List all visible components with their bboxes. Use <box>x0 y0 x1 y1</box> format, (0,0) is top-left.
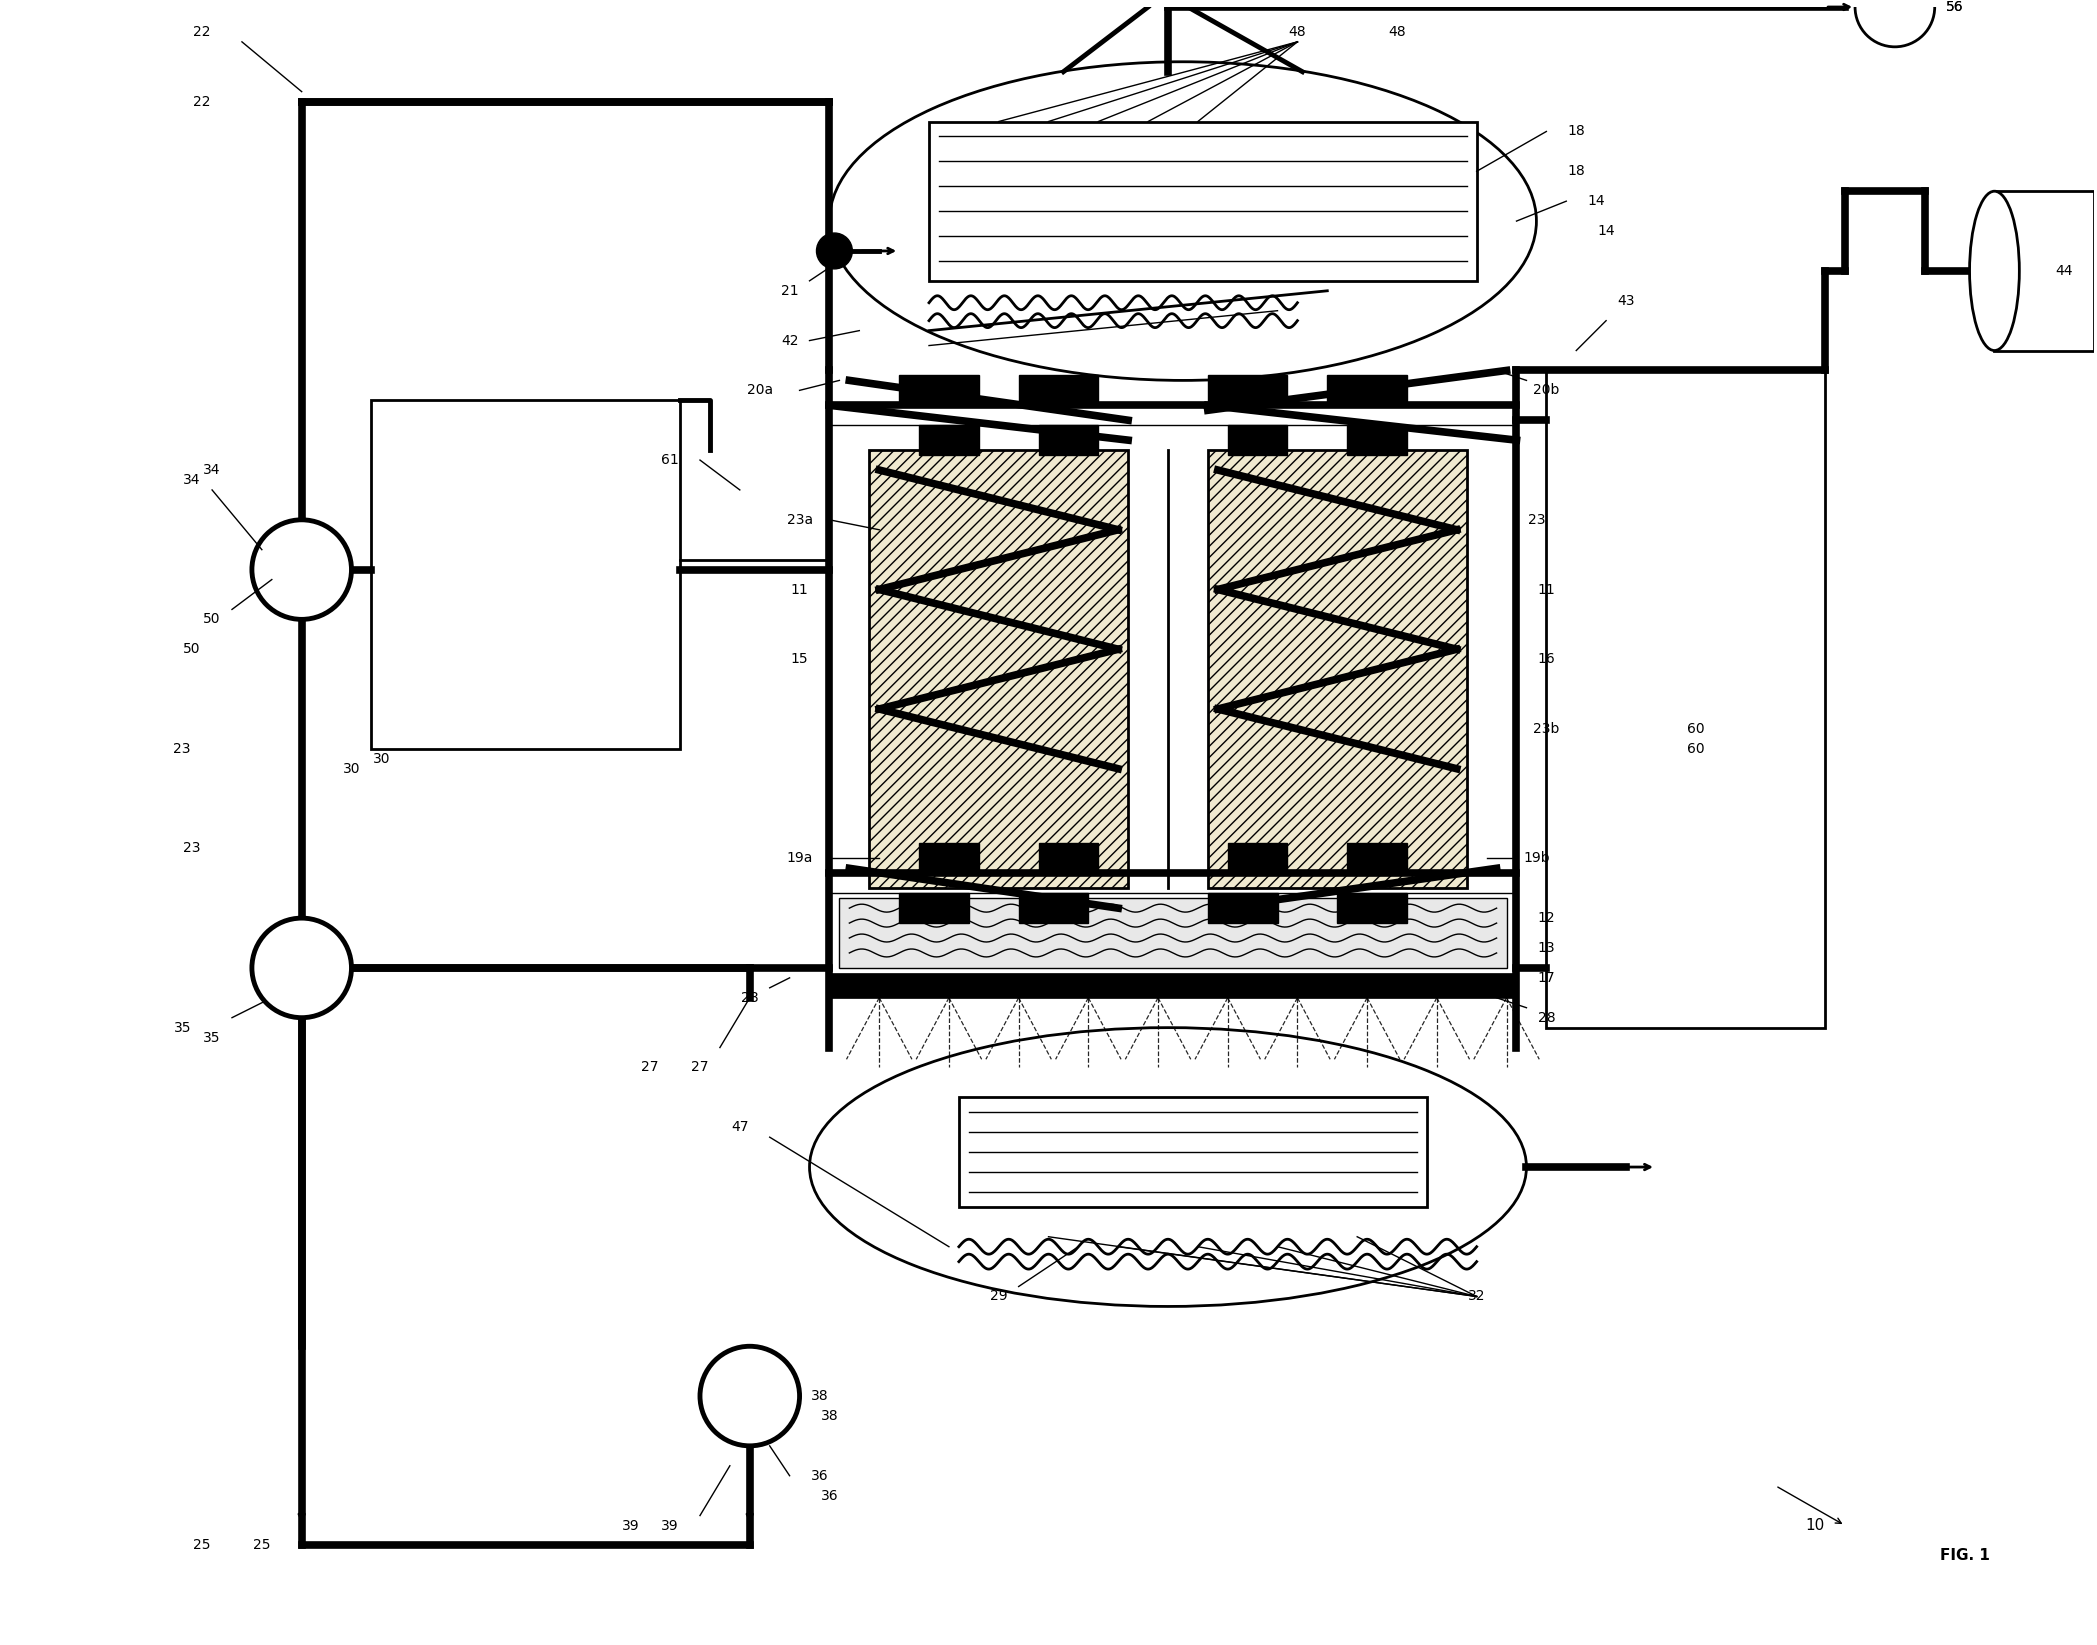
Bar <box>1338 893 1407 923</box>
Text: 19a: 19a <box>786 852 814 865</box>
Text: 18: 18 <box>1566 125 1585 138</box>
Text: 50: 50 <box>203 612 220 627</box>
Bar <box>1208 375 1288 405</box>
Bar <box>1346 844 1407 873</box>
Bar <box>830 972 1516 999</box>
Bar <box>1208 451 1466 888</box>
Bar <box>958 1097 1426 1207</box>
Text: 23: 23 <box>182 841 201 855</box>
Text: 42: 42 <box>780 334 799 347</box>
Bar <box>1019 893 1088 923</box>
Text: 27: 27 <box>642 1061 658 1074</box>
Text: 22: 22 <box>193 25 212 39</box>
Ellipse shape <box>809 1028 1527 1306</box>
Circle shape <box>252 520 352 620</box>
Text: 34: 34 <box>203 462 220 477</box>
Text: 39: 39 <box>621 1518 640 1533</box>
Circle shape <box>1856 0 1936 46</box>
Text: 48: 48 <box>1290 25 1306 39</box>
Text: 32: 32 <box>1468 1290 1485 1303</box>
Text: 25: 25 <box>193 1538 212 1553</box>
Bar <box>1208 893 1277 923</box>
Text: 56: 56 <box>1946 0 1963 15</box>
Bar <box>1545 370 1824 1028</box>
Bar <box>1038 424 1099 456</box>
Bar <box>371 400 679 748</box>
Bar <box>870 451 1128 888</box>
Text: 48: 48 <box>1388 25 1405 39</box>
Text: 36: 36 <box>812 1469 828 1482</box>
Bar <box>1019 375 1099 405</box>
Bar <box>918 844 979 873</box>
Bar <box>929 122 1476 281</box>
Text: 23a: 23a <box>786 513 814 526</box>
Text: 44: 44 <box>2055 263 2074 278</box>
Text: 22: 22 <box>193 95 212 109</box>
Ellipse shape <box>1969 191 2019 350</box>
Text: 47: 47 <box>732 1120 749 1133</box>
Text: 20a: 20a <box>747 383 774 398</box>
Text: 13: 13 <box>1537 941 1556 956</box>
Text: 12: 12 <box>1537 911 1556 924</box>
Bar <box>839 898 1506 967</box>
Text: 38: 38 <box>820 1410 839 1423</box>
Circle shape <box>816 234 851 268</box>
Text: 50: 50 <box>182 642 201 656</box>
Text: 35: 35 <box>203 1031 220 1045</box>
Text: 30: 30 <box>342 762 361 776</box>
Text: 36: 36 <box>820 1489 839 1502</box>
Circle shape <box>700 1346 799 1446</box>
Text: 23: 23 <box>1529 513 1545 526</box>
Bar <box>918 424 979 456</box>
Text: 28: 28 <box>740 990 759 1005</box>
Text: 21: 21 <box>780 285 799 298</box>
Text: 16: 16 <box>1537 651 1556 666</box>
Text: 17: 17 <box>1537 971 1556 985</box>
Text: 11: 11 <box>791 582 809 597</box>
Text: FIG. 1: FIG. 1 <box>1940 1548 1990 1563</box>
Text: 28: 28 <box>1537 1010 1556 1025</box>
Text: 61: 61 <box>661 452 679 467</box>
Text: 30: 30 <box>373 752 390 767</box>
Bar <box>900 893 969 923</box>
Bar <box>900 375 979 405</box>
Text: 14: 14 <box>1587 194 1604 209</box>
Bar <box>1227 424 1288 456</box>
Text: 15: 15 <box>791 651 807 666</box>
Text: 25: 25 <box>254 1538 271 1553</box>
Text: 43: 43 <box>1617 294 1636 308</box>
Text: 39: 39 <box>661 1518 679 1533</box>
Text: 34: 34 <box>182 474 201 487</box>
Ellipse shape <box>830 63 1537 380</box>
Text: 20b: 20b <box>1533 383 1560 398</box>
Text: 23b: 23b <box>1533 722 1560 735</box>
Text: 60: 60 <box>1686 742 1705 755</box>
Text: 18: 18 <box>1566 164 1585 178</box>
Bar <box>1994 191 2095 350</box>
Text: 19b: 19b <box>1522 852 1550 865</box>
Text: 10: 10 <box>1806 1518 1824 1533</box>
Text: 27: 27 <box>692 1061 709 1074</box>
Text: 11: 11 <box>1537 582 1556 597</box>
Text: 29: 29 <box>990 1290 1007 1303</box>
Text: 60: 60 <box>1686 722 1705 735</box>
Bar <box>1327 375 1407 405</box>
Text: 35: 35 <box>174 1020 191 1035</box>
Bar <box>1038 844 1099 873</box>
Text: 38: 38 <box>812 1388 828 1403</box>
Text: 14: 14 <box>1598 224 1615 239</box>
Bar <box>1346 424 1407 456</box>
Circle shape <box>252 918 352 1018</box>
Text: 23: 23 <box>174 742 191 755</box>
Bar <box>1227 844 1288 873</box>
Text: 56: 56 <box>1946 0 1963 15</box>
